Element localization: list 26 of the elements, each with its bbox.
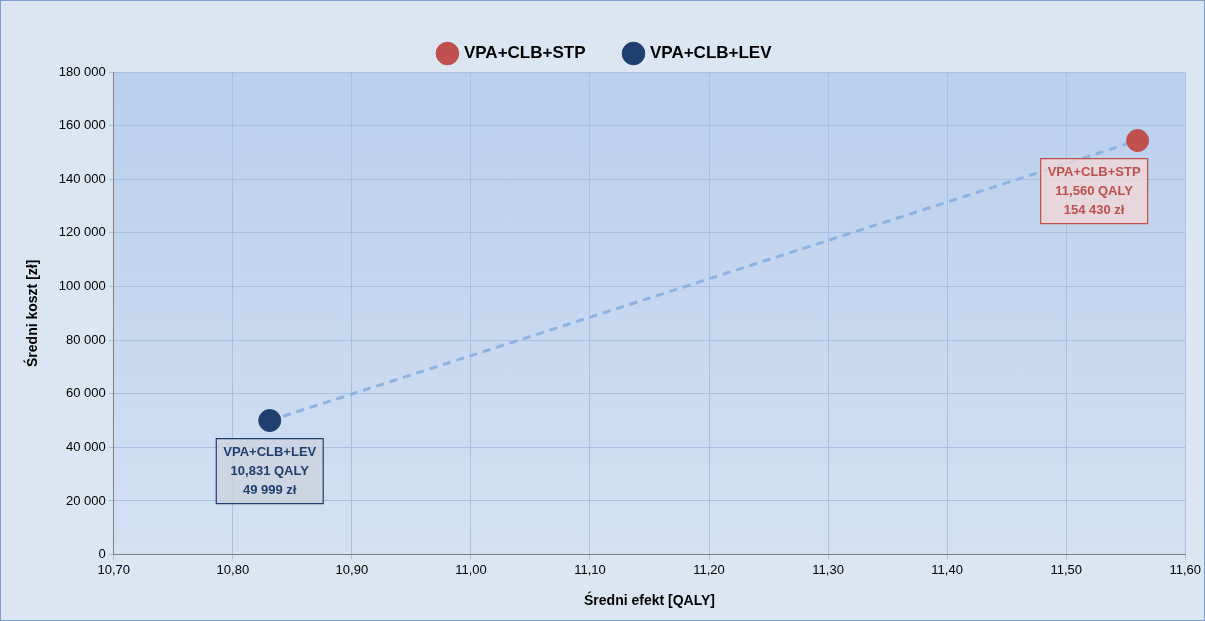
legend-label: VPA+CLB+STP: [463, 43, 586, 63]
x-tick-label: 11,50: [1050, 561, 1082, 577]
x-axis-title: Średni efekt [QALY]: [584, 591, 715, 609]
x-tick-label: 11,20: [693, 561, 725, 577]
y-tick-label: 160 000: [58, 117, 106, 133]
annotation: VPA+CLB+STP 11,560 QALY 154 430 zł: [1047, 163, 1141, 217]
y-tick-label: 100 000: [58, 278, 106, 294]
y-tick-label: 140 000: [58, 170, 106, 186]
x-tick-label: 11,00: [455, 561, 487, 577]
y-tick-label: 0: [98, 546, 106, 562]
y-tick-label: 60 000: [66, 385, 106, 401]
x-tick-label: 11,40: [931, 561, 963, 577]
y-tick-label: 80 000: [66, 331, 106, 347]
y-tick-label: 120 000: [58, 224, 106, 240]
x-tick-label: 10,70: [97, 561, 131, 577]
legend-label: VPA+CLB+LEV: [650, 43, 773, 63]
x-tick-label: 11,10: [574, 561, 606, 577]
y-tick-label: 40 000: [66, 438, 106, 454]
x-tick-label: 11,60: [1169, 561, 1202, 577]
x-tick-label: 10,90: [335, 561, 369, 577]
x-tick-label: 10,80: [216, 561, 250, 577]
y-tick-label: 180 000: [58, 63, 106, 79]
y-tick-label: 20 000: [66, 492, 106, 508]
x-tick-label: 11,30: [812, 561, 844, 577]
annotation: VPA+CLB+LEV 10,831 QALY 49 999 zł: [223, 443, 317, 497]
y-axis-title: Średni koszt [zł]: [23, 259, 41, 367]
